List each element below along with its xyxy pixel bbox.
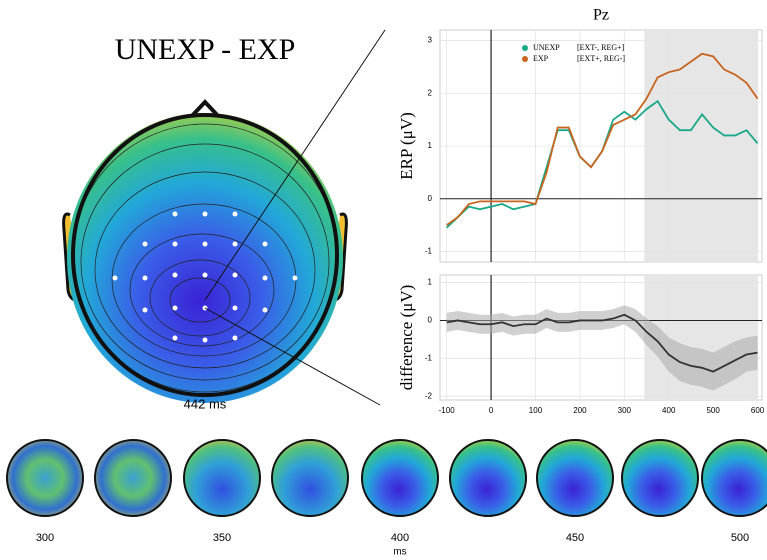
y-tick-label: 2: [428, 88, 433, 97]
x-tick-label: 300: [618, 406, 632, 415]
y-tick-label: -2: [425, 391, 433, 400]
time-tick-label: 500: [731, 532, 749, 544]
confidence-band: [446, 305, 758, 391]
legend-condition: [EXT-, REG+]: [577, 43, 625, 52]
y-tick-label: 1: [428, 141, 433, 150]
topomap-title: UNEXP - EXP: [115, 33, 296, 66]
x-tick-label: 100: [529, 406, 543, 415]
x-tick-label: 600: [751, 406, 765, 415]
time-tick-label: 350: [213, 532, 231, 544]
time-tick-label: 450: [566, 532, 584, 544]
y-axis-label: difference (μV): [397, 285, 416, 391]
legend-label: UNEXP: [533, 43, 560, 52]
y-tick-label: -1: [425, 247, 433, 256]
x-tick-label: 0: [489, 406, 494, 415]
time-label: 442 ms: [184, 396, 227, 411]
y-tick-label: 1: [428, 278, 433, 287]
connector: [204, 29, 386, 301]
time-unit: ms: [393, 547, 406, 558]
nose: [188, 99, 222, 120]
connector: [204, 307, 381, 406]
series-line: [446, 52, 759, 226]
legend-marker: [522, 45, 528, 51]
y-axis-label: ERP (μV): [397, 112, 416, 180]
time-tick-label: 400: [391, 532, 409, 544]
legend-marker: [522, 56, 528, 62]
time-tick-label: 300: [36, 532, 54, 544]
x-tick-label: 200: [573, 406, 587, 415]
legend-label: EXP: [533, 54, 549, 63]
topomap-row: [6, 439, 767, 517]
y-tick-label: -1: [425, 353, 433, 362]
y-tick-label: 0: [428, 316, 433, 325]
chart-title: Pz: [593, 7, 609, 24]
scalp-map: [67, 113, 343, 403]
y-tick-label: 3: [428, 36, 433, 45]
y-tick-label: 0: [428, 194, 433, 203]
head-outline: [71, 113, 339, 397]
x-tick-label: -100: [439, 406, 456, 415]
legend-condition: [EXT+, REG-]: [577, 54, 625, 63]
series-line: [446, 313, 758, 373]
x-tick-label: 500: [706, 406, 720, 415]
x-tick-label: 400: [662, 406, 676, 415]
